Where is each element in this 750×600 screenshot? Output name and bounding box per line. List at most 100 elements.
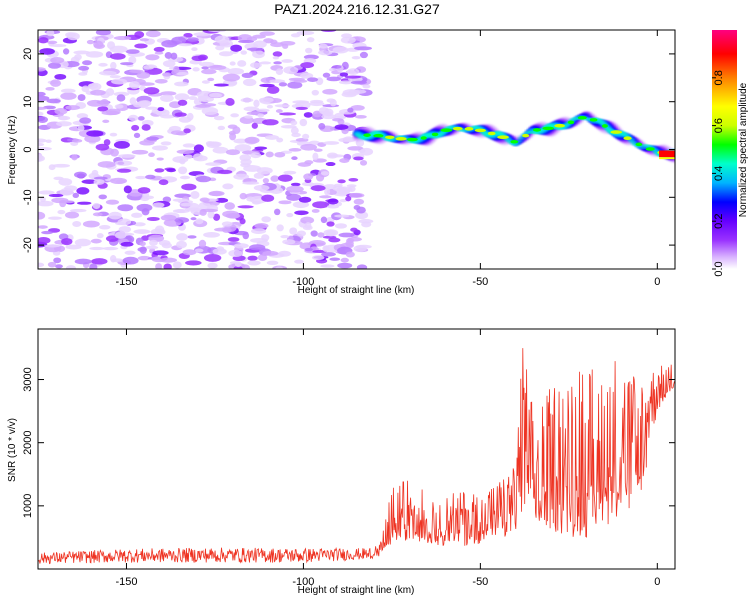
spectrogram-noise-blob: [256, 108, 270, 113]
spectrogram-noise-blob: [296, 230, 307, 237]
spectrogram-noise-blob: [122, 256, 139, 265]
spectrogram-noise-blob: [54, 73, 67, 80]
spectrogram-noise-blob: [259, 83, 275, 88]
spectrogram-noise-blob: [201, 66, 209, 70]
spectrogram-noise-blob: [128, 56, 137, 65]
spectrogram-noise-blob: [355, 211, 369, 220]
spectrogram-noise-blob: [290, 126, 299, 135]
spectrogram-noise-blob: [77, 124, 85, 132]
spectrogram-noise-blob: [283, 170, 297, 175]
spectrogram-noise-blob: [190, 217, 197, 221]
spectrogram-noise-blob: [251, 228, 267, 235]
spectrogram-noise-blob: [181, 183, 197, 191]
spectrogram-noise-blob: [318, 43, 328, 49]
spectrogram-noise-blob: [291, 156, 298, 161]
spectrogram-noise-blob: [304, 222, 312, 229]
spectrogram-noise-blob: [353, 245, 367, 252]
spectrogram-noise-blob: [329, 257, 341, 261]
spectrogram-noise-blob: [230, 113, 240, 118]
spectrogram-noise-blob: [361, 221, 372, 228]
spectrogram-noise-blob: [93, 179, 105, 185]
spectrogram-noise-blob: [61, 238, 73, 246]
spectrogram-noise-blob: [242, 78, 257, 87]
spectrogram-noise-blob: [292, 201, 310, 209]
spectrogram-noise-blob: [174, 217, 190, 224]
spectrogram-noise-blob: [276, 137, 284, 143]
spectrogram-noise-blob: [241, 264, 251, 269]
spectrogram-noise-blob: [227, 213, 240, 219]
spectrogram-noise-blob: [102, 246, 119, 251]
spectrogram-noise-blob: [44, 244, 61, 248]
spectrogram-noise-blob: [129, 97, 137, 105]
spectrogram-noise-blob: [252, 34, 266, 39]
snr-y-axis: 1000 2000 3000: [22, 367, 675, 518]
x-tick-label: -100: [292, 276, 314, 288]
spectrogram-marks: [38, 30, 675, 269]
spectrogram-noise-blob: [186, 112, 194, 121]
spectrogram-noise-blob: [38, 37, 49, 44]
spectrogram-noise-blob: [259, 97, 274, 103]
spectrogram-noise-blob: [207, 210, 215, 219]
colorbar-tick-label: 0.6: [713, 118, 725, 133]
spectrogram-noise-blob: [116, 94, 126, 102]
spectrogram-peak-blob: [373, 133, 384, 138]
spectrogram-noise-blob: [157, 107, 165, 112]
spectrogram-noise-blob: [137, 255, 151, 261]
spectrogram-noise-blob: [184, 154, 193, 159]
spectrogram-noise-blob: [60, 88, 76, 93]
spectrogram-noise-blob: [287, 81, 303, 89]
spectrogram-noise-blob: [123, 185, 132, 194]
spectrogram-noise-blob: [166, 168, 177, 173]
spectrogram-noise-blob: [195, 175, 212, 183]
spectrogram-noise-blob: [325, 230, 336, 237]
spectrogram-noise-blob: [302, 133, 310, 140]
spectrogram-peak-blob: [510, 139, 519, 144]
spectrogram-peak-blob: [635, 142, 643, 147]
spectrogram-noise-blob: [237, 34, 253, 42]
spectrogram-noise-blob: [300, 216, 315, 224]
spectrogram-noise-blob: [222, 183, 234, 190]
spectrogram-noise-blob: [264, 135, 279, 140]
spectrogram-noise-blob: [290, 33, 301, 38]
spectrogram-noise-blob: [74, 238, 92, 247]
spectrogram-noise-blob: [84, 134, 101, 143]
spectrogram-noise-blob: [215, 45, 225, 51]
spectrogram-noise-blob: [78, 72, 88, 76]
spectrogram-noise-blob: [332, 46, 349, 54]
spectrogram-noise-blob: [233, 266, 243, 269]
spectrogram-noise-blob: [176, 240, 187, 249]
spectrogram-noise-blob: [300, 72, 314, 79]
colorbar-tick-label: 0.8: [713, 70, 725, 85]
spectrogram-noise-blob: [334, 124, 349, 130]
spectrogram-noise-blob: [96, 233, 104, 239]
spectrogram-noise-blob: [362, 84, 371, 89]
spectrogram-noise-blob: [246, 47, 265, 51]
spectrogram-noise-blob: [326, 98, 336, 103]
spectrogram-noise-blob: [230, 44, 243, 52]
spectrogram-noise-blob: [118, 226, 132, 233]
spectrogram-x-label: Height of straight line (km): [298, 285, 415, 296]
spectrogram-noise-blob: [73, 50, 91, 55]
spectrogram-noise-blob: [57, 209, 66, 215]
spectrogram-noise-blob: [81, 85, 90, 93]
spectrogram-noise-blob: [146, 136, 159, 141]
spectrogram-noise-blob: [178, 43, 193, 47]
spectrogram-noise-blob: [64, 211, 80, 219]
spectrogram-noise-blob: [38, 111, 44, 117]
spectrogram-noise-blob: [99, 70, 117, 76]
spectrogram-noise-blob: [133, 132, 141, 139]
spectrogram-noise-blob: [97, 161, 116, 168]
spectrogram-noise-blob: [348, 185, 356, 192]
snr-x-axis: -150 -100 -50 0: [115, 329, 660, 588]
spectrogram-noise-blob: [262, 119, 279, 126]
spectrogram-noise-blob: [190, 190, 200, 199]
spectrogram-noise-blob: [111, 78, 128, 85]
spectrogram-noise-blob: [213, 213, 221, 221]
spectrogram-noise-blob: [185, 260, 202, 266]
spectrogram-noise-blob: [195, 218, 204, 225]
spectrogram-noise-blob: [117, 218, 132, 226]
y-tick-label: -10: [22, 189, 34, 205]
spectrogram-noise-blob: [298, 196, 312, 203]
spectrogram-noise-blob: [82, 60, 93, 66]
spectrogram-ridge-blob: [622, 134, 630, 137]
